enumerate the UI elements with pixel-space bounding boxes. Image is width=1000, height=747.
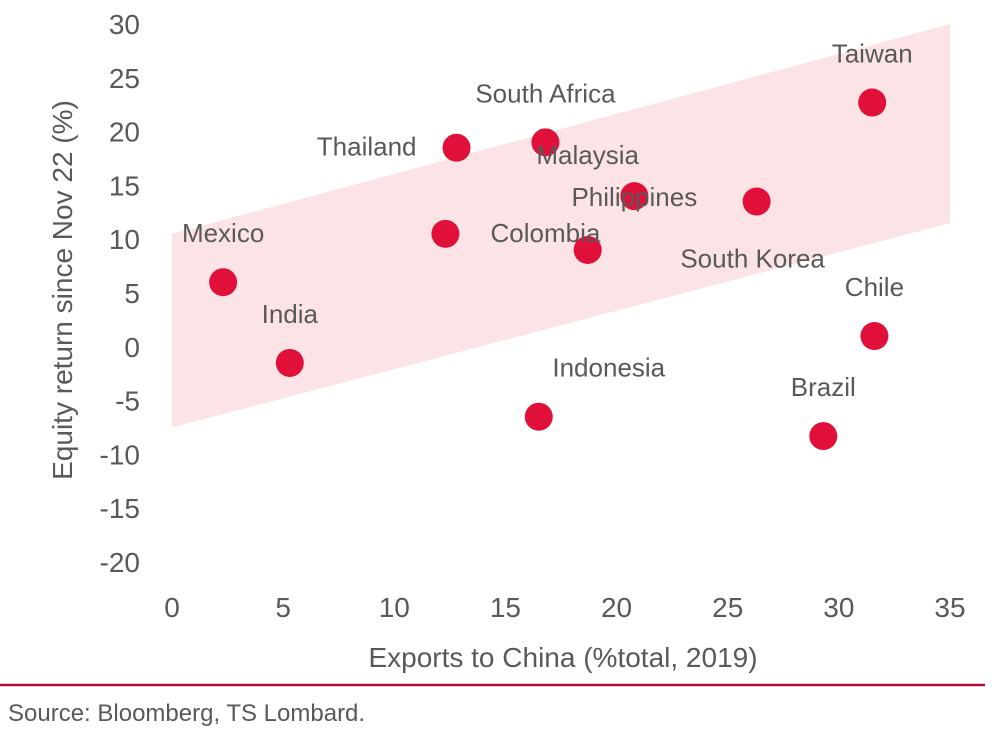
y-tick-label: 25: [109, 63, 140, 94]
data-point: [573, 235, 602, 264]
data-point: [809, 422, 838, 451]
point-label: Thailand: [317, 132, 417, 162]
y-tick-label: 5: [124, 278, 140, 309]
x-tick-label: 25: [712, 592, 743, 623]
data-point: [860, 322, 889, 351]
point-label: Indonesia: [552, 353, 665, 383]
y-tick-label: 10: [109, 224, 140, 255]
point-label: South Africa: [475, 78, 616, 108]
point-label: Colombia: [490, 218, 600, 248]
x-tick-label: 15: [490, 592, 521, 623]
point-label: Philippines: [571, 182, 697, 212]
data-points: [209, 88, 889, 451]
data-point: [275, 348, 304, 377]
y-axis-ticks: 30 25 20 15 10 5 0 -5 -10 -15 -20: [100, 9, 140, 578]
y-tick-label: 15: [109, 170, 140, 201]
data-point: [531, 128, 560, 157]
x-tick-label: 10: [379, 592, 410, 623]
data-point: [858, 88, 887, 117]
point-label: Mexico: [182, 218, 264, 248]
x-tick-label: 5: [275, 592, 291, 623]
y-tick-label: 0: [124, 332, 140, 363]
data-point: [524, 402, 553, 431]
trend-band: [172, 24, 950, 428]
y-tick-label: -15: [100, 493, 140, 524]
x-axis-ticks: 0 5 10 15 20 25 30 35: [164, 592, 965, 623]
x-tick-label: 30: [823, 592, 854, 623]
y-tick-label: 30: [109, 9, 140, 40]
data-point: [209, 268, 238, 297]
x-tick-label: 0: [164, 592, 180, 623]
data-point: [742, 187, 771, 216]
y-tick-label: -10: [100, 439, 140, 470]
point-label: South Korea: [680, 244, 825, 274]
source-note: Source: Bloomberg, TS Lombard.: [8, 700, 366, 727]
data-point: [442, 133, 471, 162]
x-tick-label: 20: [601, 592, 632, 623]
y-axis-title: Equity return since Nov 22 (%): [47, 100, 78, 480]
point-label: Brazil: [791, 372, 856, 402]
data-point: [620, 182, 649, 211]
y-tick-label: 20: [109, 117, 140, 148]
point-label: Chile: [845, 272, 904, 302]
data-point: [431, 219, 460, 248]
y-tick-label: -5: [115, 386, 140, 417]
point-label: India: [262, 299, 319, 329]
y-tick-label: -20: [100, 547, 140, 578]
x-axis-title: Exports to China (%total, 2019): [368, 642, 757, 673]
point-label: Taiwan: [832, 39, 913, 69]
x-tick-label: 35: [934, 592, 965, 623]
point-label: Malaysia: [536, 140, 639, 170]
point-labels: Mexico India Thailand Colombia South Africa I…: [182, 39, 913, 403]
